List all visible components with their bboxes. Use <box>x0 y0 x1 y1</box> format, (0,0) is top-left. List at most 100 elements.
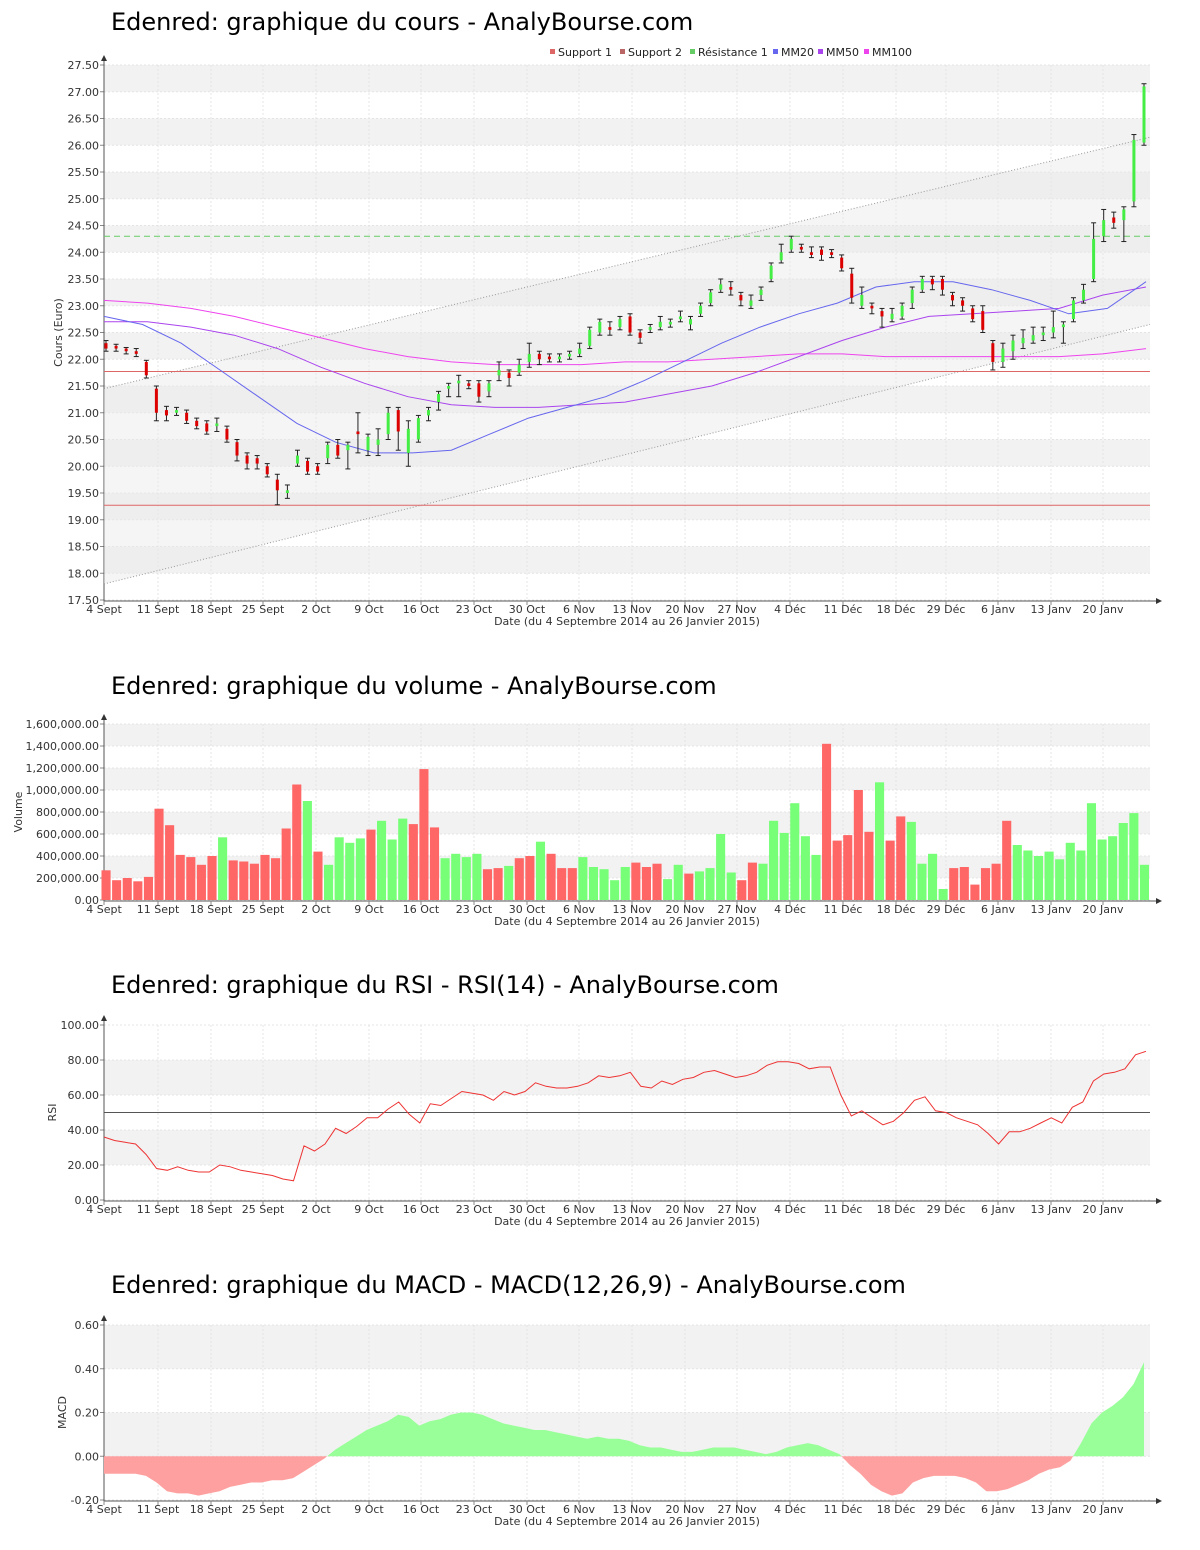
macd-xtick-label: 13 Nov <box>613 1503 652 1516</box>
volume-xtick-label: 27 Nov <box>718 903 757 916</box>
price-chart: 17.50 18.00 18.50 19.00 19.50 20.00 20.50 21.00… <box>52 46 1162 628</box>
volume-bar <box>567 868 577 900</box>
volume-y-axis-label: Volume <box>12 791 25 832</box>
price-candle-body <box>598 321 602 333</box>
volume-chart: 0.00 200,000.00 400,000.00 600,000.00 800,00… <box>12 714 1162 928</box>
price-candle-body <box>537 353 541 360</box>
macd-xtick-label: 4 Déc <box>774 1503 806 1516</box>
volume-bar <box>419 769 429 900</box>
volume-bar <box>504 865 514 900</box>
macd-xtick-label: 16 Oct <box>403 1503 440 1516</box>
legend-label: Support 2 <box>628 46 682 59</box>
price-candle-body <box>396 410 400 432</box>
price-candle-body <box>568 353 572 357</box>
volume-bar <box>239 861 249 900</box>
volume-band <box>104 724 1150 746</box>
volume-band <box>104 768 1150 790</box>
macd-y-axis-label: MACD <box>56 1396 69 1429</box>
volume-ytick-label: 0.00 <box>75 894 100 907</box>
volume-bar <box>408 824 418 900</box>
price-xtick-label: 9 Oct <box>354 603 384 616</box>
legend-swatch <box>864 49 869 54</box>
price-xtick-label: 30 Oct <box>509 603 546 616</box>
volume-bar <box>620 867 630 900</box>
price-candle-body <box>437 394 441 403</box>
macd-xtick-label: 27 Nov <box>718 1503 757 1516</box>
price-chart-title: Edenred: graphique du cours - AnalyBours… <box>111 8 694 36</box>
volume-xtick-label: 4 Sept <box>86 903 122 916</box>
volume-bar <box>599 869 609 900</box>
price-candle-body <box>336 444 340 456</box>
macd-xtick-label: 9 Oct <box>354 1503 384 1516</box>
price-xtick-label: 25 Sept <box>242 603 285 616</box>
price-band <box>104 279 1150 306</box>
volume-xtick-label: 6 Nov <box>563 903 595 916</box>
volume-bar <box>631 862 641 900</box>
volume-bar <box>875 782 885 900</box>
volume-bar <box>186 857 196 900</box>
price-candle-body <box>981 311 985 330</box>
volume-bar <box>917 863 927 900</box>
price-candle-body <box>477 383 481 397</box>
volume-bar <box>1097 839 1107 900</box>
price-candle-body <box>1082 289 1086 301</box>
volume-y-arrow <box>101 714 107 720</box>
price-xtick-label: 11 Sept <box>137 603 180 616</box>
volume-bar <box>800 836 810 900</box>
volume-ytick-label: 400,000.00 <box>36 850 99 863</box>
price-candle-body <box>497 369 501 376</box>
volume-bar <box>578 857 588 900</box>
volume-bar <box>949 868 959 900</box>
macd-negative-area <box>104 1456 328 1496</box>
price-ytick-label: 24.00 <box>68 246 100 259</box>
price-candle-body <box>527 353 531 362</box>
price-candle-body <box>416 418 420 440</box>
rsi-xtick-label: 20 Janv <box>1083 1203 1124 1216</box>
volume-bar <box>737 880 747 900</box>
price-candle-body <box>275 479 279 491</box>
volume-bar <box>355 838 365 900</box>
price-xtick-label: 23 Oct <box>456 603 493 616</box>
price-candle-body <box>306 460 310 472</box>
price-candle-body <box>457 380 461 384</box>
price-band <box>104 546 1150 574</box>
price-xtick-label: 20 Nov <box>666 603 705 616</box>
price-candle-body <box>134 351 138 354</box>
legend-label: MM50 <box>826 46 859 59</box>
macd-chart-title: Edenred: graphique du MACD - MACD(12,26,… <box>111 1271 906 1299</box>
volume-bar <box>1118 823 1128 900</box>
price-candle-body <box>1041 332 1045 336</box>
volume-bar <box>112 880 122 900</box>
rsi-band <box>104 1130 1150 1165</box>
price-candle-body <box>295 455 299 464</box>
price-candle-body <box>426 410 430 416</box>
volume-bar <box>1076 850 1086 900</box>
price-ytick-label: 21.50 <box>68 380 100 393</box>
macd-xtick-label: 11 Déc <box>824 1503 863 1516</box>
price-xtick-label: 20 Janv <box>1083 603 1124 616</box>
price-xtick-label: 4 Sept <box>86 603 122 616</box>
rsi-ytick-label: 60.00 <box>68 1089 100 1102</box>
volume-bar <box>271 858 281 900</box>
volume-bar <box>716 834 726 900</box>
price-candle-body <box>668 321 672 325</box>
volume-bar <box>885 840 895 900</box>
rsi-xtick-label: 27 Nov <box>718 1203 757 1216</box>
price-ytick-label: 25.50 <box>68 166 100 179</box>
macd-x-arrow <box>1156 1498 1162 1504</box>
volume-bar <box>726 872 736 900</box>
volume-bar <box>641 867 651 900</box>
legend-swatch <box>818 49 823 54</box>
price-ytick-label: 27.00 <box>68 86 100 99</box>
volume-bar <box>1023 850 1033 900</box>
macd-chart: -0.20 0.00 0.20 0.40 0.60 4 Sept 11 Sept 18 Sep… <box>56 1315 1162 1528</box>
volume-xtick-label: 6 Janv <box>981 903 1015 916</box>
price-ytick-label: 18.50 <box>68 541 100 554</box>
price-candle-body <box>1142 86 1146 143</box>
volume-bar <box>366 829 376 900</box>
price-candle-body <box>114 345 118 349</box>
volume-bar <box>292 784 302 900</box>
price-x-axis-label: Date (du 4 Septembre 2014 au 26 Janvier … <box>494 615 760 628</box>
price-ytick-label: 22.00 <box>68 353 100 366</box>
price-band <box>104 225 1150 253</box>
